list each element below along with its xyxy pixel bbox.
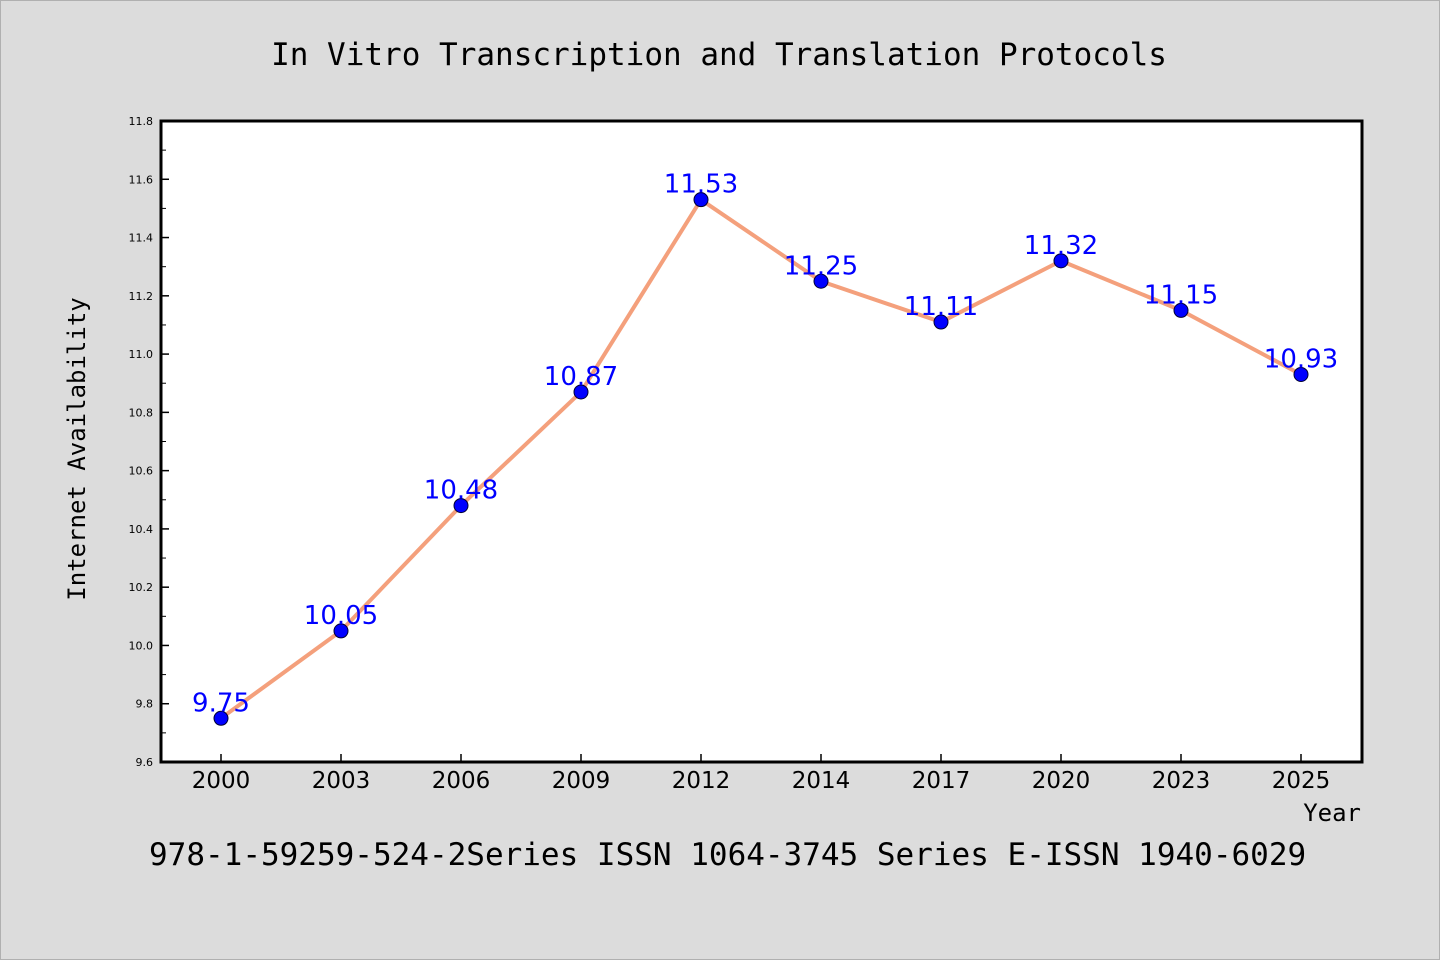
data-label: 10.48 bbox=[424, 476, 498, 506]
data-point bbox=[1173, 302, 1189, 318]
data-point bbox=[693, 192, 709, 208]
x-tick-label: 2020 bbox=[1032, 768, 1091, 794]
data-point bbox=[1293, 366, 1309, 382]
x-axis: 2000 2003 2006 2009 2012 2014 2017 2020 2023 2025 bbox=[192, 754, 1331, 794]
y-tick-label: 9.6 bbox=[136, 756, 154, 769]
data-label: 11.25 bbox=[784, 251, 858, 281]
x-tick-label: 2014 bbox=[792, 768, 851, 794]
data-point bbox=[453, 498, 469, 514]
y-tick-label: 11.2 bbox=[129, 290, 154, 303]
y-axis-label: Internet Availability bbox=[63, 297, 91, 600]
data-label: 9.75 bbox=[192, 688, 250, 718]
series-line bbox=[219, 197, 1303, 721]
y-axis: 9.6 9.8 10.0 10.2 10.4 10.6 10.8 11.0 11.2 11.4 11… bbox=[129, 115, 169, 769]
x-tick-label: 2000 bbox=[192, 768, 251, 794]
x-tick-label: 2012 bbox=[672, 768, 731, 794]
data-label: 11.32 bbox=[1024, 231, 1098, 261]
data-point bbox=[1053, 253, 1069, 269]
y-tick-label: 11.4 bbox=[129, 232, 154, 245]
data-labels: 9.75 10.05 10.48 10.87 11.53 11.25 11.11 11.32 1… bbox=[192, 170, 1338, 719]
y-tick-label: 9.8 bbox=[136, 698, 154, 711]
plot-area bbox=[159, 119, 1364, 764]
data-points bbox=[213, 192, 1309, 726]
x-tick-label: 2009 bbox=[552, 768, 611, 794]
y-tick-label: 11.8 bbox=[129, 115, 154, 128]
data-label: 11.11 bbox=[904, 292, 978, 322]
x-axis-label: Year bbox=[1303, 799, 1361, 827]
data-point bbox=[573, 384, 589, 400]
y-tick-label: 10.0 bbox=[129, 639, 154, 652]
data-label: 10.93 bbox=[1264, 344, 1338, 374]
y-tick-label: 11.0 bbox=[129, 348, 154, 361]
x-tick-label: 2006 bbox=[432, 768, 491, 794]
data-point bbox=[813, 273, 829, 289]
data-label: 11.53 bbox=[664, 170, 738, 200]
data-label: 10.05 bbox=[304, 601, 378, 631]
x-tick-label: 2003 bbox=[312, 768, 371, 794]
data-label: 11.15 bbox=[1144, 280, 1218, 310]
data-point bbox=[213, 710, 229, 726]
y-tick-label: 10.2 bbox=[129, 581, 154, 594]
footer-text: 978-1-59259-524-2Series ISSN 1064-3745 S… bbox=[149, 837, 1306, 873]
data-label: 10.87 bbox=[544, 362, 618, 392]
x-tick-label: 2025 bbox=[1272, 768, 1331, 794]
data-point bbox=[933, 314, 949, 330]
x-tick-label: 2017 bbox=[912, 768, 971, 794]
y-tick-label: 10.8 bbox=[129, 406, 154, 419]
x-tick-label: 2023 bbox=[1152, 768, 1211, 794]
data-point bbox=[333, 623, 349, 639]
chart-title: In Vitro Transcription and Translation P… bbox=[271, 37, 1167, 73]
y-tick-label: 10.6 bbox=[129, 465, 154, 478]
y-tick-label: 10.4 bbox=[129, 523, 154, 536]
y-tick-label: 11.6 bbox=[129, 173, 154, 186]
